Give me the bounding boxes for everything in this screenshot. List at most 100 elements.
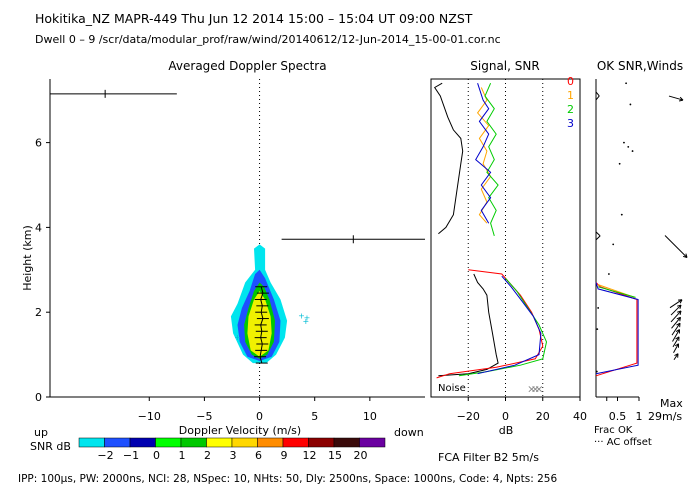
header-title: Hokitika_NZ MAPR-449 Thu Jun 12 2014 15:…	[35, 11, 473, 26]
ok-title: OK SNR,Winds	[597, 59, 683, 73]
spectra-y-tick-label: 2	[35, 306, 42, 319]
signal-title: Signal, SNR	[470, 59, 539, 73]
wind-arrow	[672, 336, 680, 348]
colorbar-swatch	[333, 437, 360, 448]
colorbar-label: 15	[328, 449, 342, 462]
colorbar-label: 1	[179, 449, 186, 462]
spectra-contour-peak	[247, 291, 272, 357]
wind-arrow	[670, 304, 682, 316]
wind-arrow	[673, 353, 679, 360]
wind-max-label: Max	[660, 397, 683, 410]
ok-series-ok3	[595, 282, 639, 375]
spectra-x-tick-label: −5	[196, 410, 212, 423]
spectra-speck: +	[234, 333, 241, 342]
edge-label-up: up	[34, 426, 48, 439]
beam-legend-3: 3	[567, 117, 574, 130]
ok-dot	[596, 328, 599, 331]
wind-arrow-head	[679, 304, 682, 310]
header-file-path: Dwell 0 – 9 /scr/data/modular_prof/raw/w…	[35, 33, 501, 46]
acquisition-parameters: IPP: 100µs, PW: 2000ns, NCI: 28, NSpec: …	[18, 473, 558, 485]
colorbar-swatch	[180, 437, 207, 448]
spectra-x-label: Doppler Velocity (m/s)	[179, 424, 301, 437]
signal-x-label: dB	[499, 424, 514, 437]
wind-arrow	[673, 343, 679, 353]
ok-dot	[597, 307, 600, 309]
ok-x-tick-label: 1	[636, 410, 643, 423]
wind-arrow	[671, 322, 681, 336]
noise-marker: ×	[531, 383, 540, 396]
colorbar-swatch	[359, 437, 386, 448]
spectra-x-tick-label: 0	[256, 410, 263, 423]
colorbar-swatch	[206, 437, 233, 448]
wind-arrow-head	[677, 304, 682, 307]
wind-arrow	[672, 329, 680, 342]
spectra-y-label: Height (km)	[21, 225, 34, 291]
spectra-speck: +	[303, 317, 310, 326]
wind-arrow	[668, 95, 684, 101]
colorbar-title: SNR dB	[30, 440, 71, 453]
colorbar-label: 3	[230, 449, 237, 462]
signal-series-signal-low	[438, 273, 499, 377]
beam-legend-1: 1	[567, 89, 574, 102]
colorbar-swatch	[257, 437, 284, 448]
fca-filter-label: FCA Filter B2 5m/s	[438, 451, 539, 464]
ok-stub	[595, 95, 600, 101]
ok-stub	[595, 91, 600, 97]
wind-arrow-head	[683, 255, 688, 258]
colorbar-swatch	[129, 437, 156, 448]
wind-arrow-head	[685, 253, 688, 258]
ok-dot	[629, 103, 632, 106]
colorbar-swatch	[104, 437, 131, 448]
ok-dot	[627, 145, 630, 148]
wind-arrow	[670, 310, 682, 323]
noise-label: Noise	[438, 383, 466, 394]
signal-series-snr2	[484, 82, 499, 237]
wind-arrow-head	[674, 343, 679, 347]
colorbar-label: −2	[97, 449, 113, 462]
wind-arrow-head	[677, 310, 682, 313]
wind-arrow-head	[674, 353, 679, 357]
wind-arrow-head	[679, 299, 683, 304]
ac-offset-legend: ··· AC offset	[594, 437, 652, 448]
edge-label-down: down	[394, 426, 424, 439]
spectra-y-tick-label: 0	[35, 391, 42, 404]
signal-series-snr2-low	[458, 277, 548, 377]
colorbar-swatch	[231, 437, 258, 448]
ok-dot	[620, 213, 623, 216]
signal-series-snr3	[475, 83, 492, 224]
ok-dot	[612, 243, 615, 246]
colorbar-label: 6	[255, 449, 262, 462]
colorbar-label: 9	[281, 449, 288, 462]
spectra-x-tick-label: 10	[363, 410, 377, 423]
spectra-x-tick-label: −10	[138, 410, 161, 423]
ok-stub	[595, 235, 601, 241]
wind-arrow-head	[675, 329, 680, 333]
wind-arrow-head	[679, 96, 684, 101]
spectra-title: Averaged Doppler Spectra	[168, 59, 326, 73]
ok-dot	[608, 273, 610, 275]
colorbar-label: 2	[204, 449, 211, 462]
colorbar-label: 12	[303, 449, 317, 462]
noise-marker: ×	[534, 383, 543, 396]
colorbar-label: 0	[153, 449, 160, 462]
ok-dot	[618, 162, 621, 165]
wind-arrow	[664, 235, 688, 258]
ok-dot	[623, 141, 625, 144]
wind-arrow-head	[679, 317, 681, 322]
signal-series-snr0	[436, 269, 544, 379]
ok-series-ok2	[597, 286, 636, 298]
ok-dot	[625, 82, 627, 85]
colorbar-swatch	[78, 437, 105, 448]
spectra-y-tick-label: 4	[35, 221, 42, 234]
signal-panel-frame	[430, 78, 581, 398]
wind-arrow-head	[675, 336, 680, 340]
noise-marker: ×	[527, 383, 536, 396]
signal-x-tick-label: 20	[536, 410, 550, 423]
wind-max-value: 29m/s	[648, 410, 682, 423]
signal-x-tick-label: −20	[457, 410, 480, 423]
beam-legend-0: 0	[567, 75, 574, 88]
wind-arrow-head	[676, 322, 681, 326]
signal-series-signal	[433, 82, 464, 235]
spectra-speck: +	[304, 314, 311, 323]
colorbar-swatch	[282, 437, 309, 448]
